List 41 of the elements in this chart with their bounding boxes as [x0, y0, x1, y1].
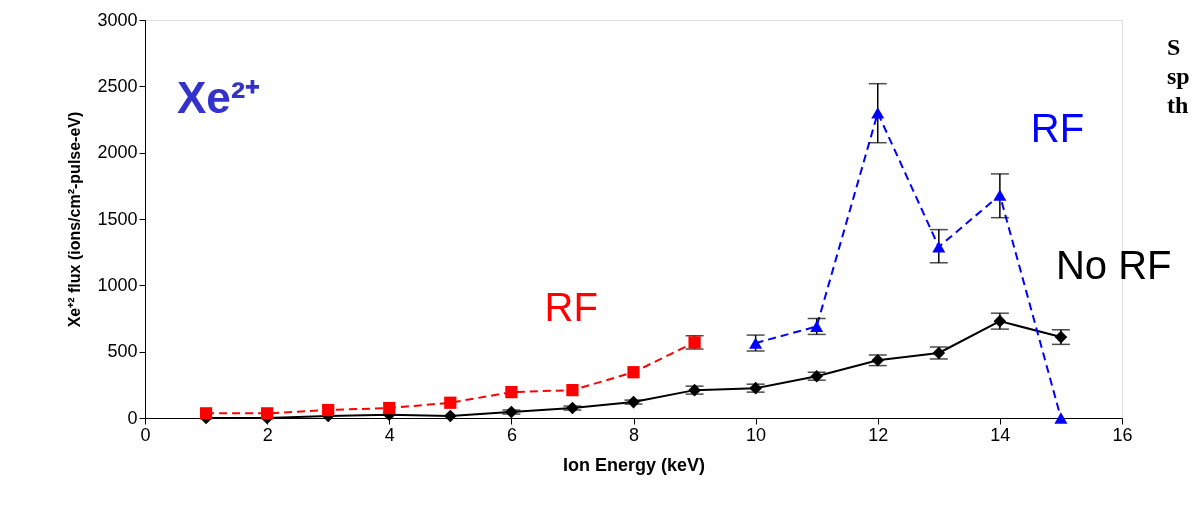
point — [383, 401, 396, 415]
x-tick-label: 6 — [506, 424, 517, 445]
point — [322, 403, 335, 417]
y-tick-label: 1000 — [97, 274, 138, 295]
y-tick-label: 2000 — [97, 142, 138, 163]
x-axis-title: Ion Energy (keV) — [562, 454, 706, 475]
text: sp — [1167, 63, 1190, 89]
point — [627, 395, 640, 409]
point — [443, 409, 457, 423]
point — [566, 401, 579, 415]
x-tick-label: 2 — [262, 424, 273, 445]
point — [1054, 412, 1068, 424]
x-tick-label: 16 — [1112, 424, 1133, 445]
y-axis-title: Xe⁺² flux (ions/cm²-pulse-eV) — [66, 111, 84, 328]
y-tick-label: 3000 — [97, 9, 138, 30]
point — [566, 384, 579, 397]
point — [505, 405, 518, 419]
series-label: No RF — [1055, 243, 1172, 288]
text: S — [1167, 34, 1181, 60]
x-tick-label: 4 — [384, 424, 395, 445]
y-tick-label: 500 — [107, 341, 138, 362]
text: Xe²⁺ — [177, 73, 261, 122]
point — [199, 407, 213, 420]
point — [871, 107, 885, 119]
point — [444, 396, 457, 409]
point — [627, 366, 640, 379]
x-tick-label: 0 — [140, 424, 151, 445]
series-label: RF — [544, 285, 598, 330]
point — [261, 407, 274, 420]
point — [505, 386, 518, 399]
text: th — [1167, 92, 1189, 118]
point — [932, 241, 946, 253]
y-tick-label: 2500 — [97, 75, 138, 96]
x-tick-label: 8 — [628, 424, 640, 445]
y-tick-label: 1500 — [97, 208, 138, 229]
x-tick-label: 14 — [990, 424, 1011, 445]
y-tick-label: 0 — [127, 407, 138, 428]
x-tick-label: 12 — [868, 424, 889, 445]
x-tick-label: 10 — [746, 424, 767, 445]
point — [993, 189, 1007, 201]
series-label: RF — [1030, 105, 1085, 150]
